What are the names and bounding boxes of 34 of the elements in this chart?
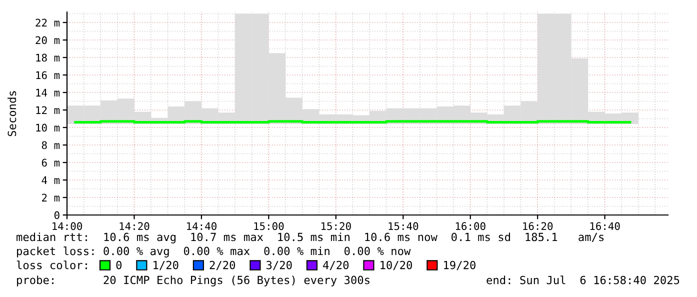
y-tick-label: 18 m [36,54,60,62]
legend-label: 1/20 [154,260,178,270]
text: probe: 20 ICMP Echo Pings (56 Bytes) every 300s [17,276,370,286]
y-tick-label: 20 m [36,36,60,44]
y-tick-label: 4 m [42,176,60,184]
x-tick-label: 16:20 [523,222,553,230]
x-tick-label: 14:20 [120,222,150,230]
text: loss color: [16,260,87,270]
y-tick-label: 10 m [36,124,60,132]
x-tick-label: 16:40 [590,222,620,230]
text: end: Sun Jul 6 16:58:40 2025 [486,276,680,284]
legend-label: 0 [116,260,122,270]
y-tick-label: 6 m [42,158,60,167]
legend-label: 4/20 [323,260,349,270]
y-tick-label: 12 m [36,106,60,114]
legend-label: 3/20 [266,260,292,270]
x-tick-label: 14:40 [187,222,216,230]
x-tick-label: 14:00 [52,222,82,230]
y-tick-label: 0 [54,211,60,220]
x-tick-label: 16:00 [456,222,486,230]
x-tick-label: 15:00 [254,222,284,230]
x-tick-label: 15:40 [388,222,418,230]
text: packet loss: 0.00 % avg 0.00 % max 0.00 % min 0.00 % now [17,246,411,258]
y-tick-label: 14 m [36,88,60,96]
legend-label: 10/20 [380,260,412,270]
y-axis-title: Seconds [8,91,16,136]
legend-label: 19/20 [444,260,476,270]
legend-label: 2/20 [210,260,236,270]
y-tick-label: 8 m [42,141,60,150]
y-tick-label: 2 m [42,194,60,202]
y-tick-label: 16 m [36,71,60,80]
y-tick-label: 22 m [36,18,60,26]
text: median rtt: 10.6 ms avg 10.7 ms max 10.5 ms min 10.6 ms now 0.1 ms sd 185.1 am/s [16,232,604,244]
x-tick-label: 15:20 [321,222,351,230]
